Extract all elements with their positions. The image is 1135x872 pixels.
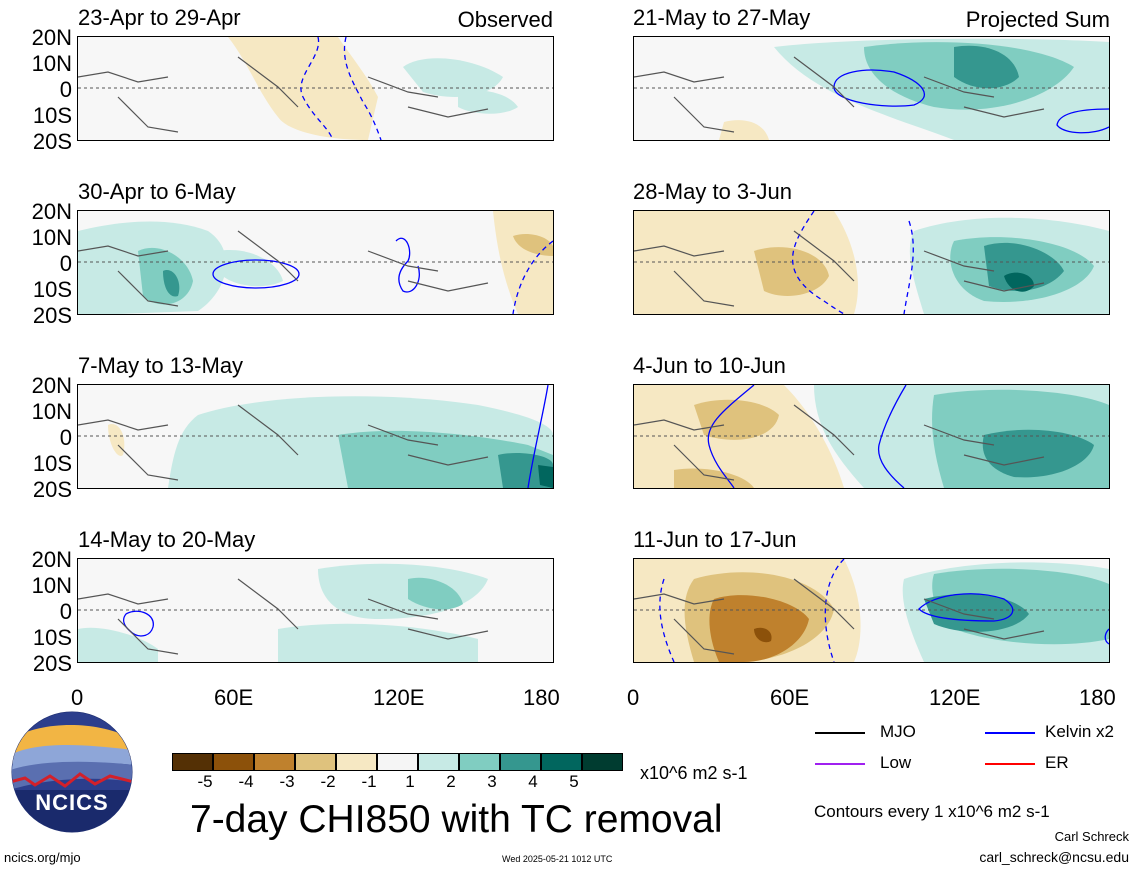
- panel-title-4: 14-May to 20-May: [78, 527, 256, 552]
- lat-label: 10N: [31, 51, 72, 76]
- colorbar-swatch: [295, 753, 336, 771]
- timestamp: Wed 2025-05-21 1012 UTC: [502, 854, 613, 864]
- panel-title-1: 23-Apr to 29-Apr: [78, 5, 241, 30]
- map-panel-8: [633, 558, 1110, 663]
- colorbar-label: -3: [279, 772, 295, 791]
- map-panel-4: [77, 558, 554, 663]
- lon-label: 0: [627, 685, 640, 710]
- lat-label: 10S: [32, 277, 72, 302]
- colorbar-swatch: [500, 753, 541, 771]
- lat-label: 10S: [32, 625, 72, 650]
- wave-legend: MJO Kelvin x2 Low ER: [815, 722, 1125, 782]
- colorbar-label: 1: [405, 772, 415, 791]
- panel-title-2: 30-Apr to 6-May: [78, 179, 236, 204]
- legend-swatch-er: [985, 763, 1035, 765]
- panel-title-8: 11-Jun to 17-Jun: [633, 527, 797, 552]
- map-panel-1: [77, 36, 554, 141]
- lon-label: 120E: [373, 685, 425, 710]
- colorbar-label: -2: [320, 772, 336, 791]
- lat-label: 20N: [31, 199, 72, 224]
- panel-title-6: 28-May to 3-Jun: [633, 179, 792, 204]
- colorbar: [172, 753, 623, 771]
- map-panel-6: [633, 210, 1110, 315]
- colorbar-labels: -5 -4 -3 -2 -1 1 2 3 4 5: [186, 772, 616, 794]
- map-panel-7: [633, 384, 1110, 489]
- author-email[interactable]: carl_schreck@ncsu.edu: [979, 849, 1129, 865]
- contours-note: Contours every 1 x10^6 m2 s-1: [814, 802, 1050, 821]
- colorbar-label: -1: [361, 772, 377, 791]
- lat-label: 0: [59, 251, 72, 276]
- lat-label: 20S: [32, 477, 72, 502]
- colorbar-swatch: [418, 753, 459, 771]
- legend-label-er: ER: [1045, 753, 1069, 772]
- colorbar-swatch: [459, 753, 500, 771]
- lat-label: 0: [59, 425, 72, 450]
- lat-label: 0: [59, 599, 72, 624]
- ncics-logo: NCICS: [10, 710, 134, 834]
- legend-label-mjo: MJO: [880, 722, 916, 741]
- legend-swatch-low: [815, 763, 865, 765]
- colorbar-units: x10^6 m2 s-1: [640, 763, 748, 783]
- lat-label: 20S: [32, 303, 72, 328]
- colorbar-label: 2: [446, 772, 456, 791]
- lon-label: 180: [523, 685, 560, 710]
- colorbar-swatch: [172, 753, 213, 771]
- colorbar-swatch: [377, 753, 418, 771]
- lon-label: 60E: [214, 685, 254, 710]
- lat-label: 10S: [32, 103, 72, 128]
- map-panel-3: [77, 384, 554, 489]
- colorbar-swatch: [336, 753, 377, 771]
- lat-label: 20N: [31, 25, 72, 50]
- colorbar-swatch: [254, 753, 295, 771]
- panel-tag-projected: Projected Sum: [965, 7, 1110, 32]
- map-panel-5: [633, 36, 1110, 141]
- lat-label: 20N: [31, 373, 72, 398]
- lat-label: 10S: [32, 451, 72, 476]
- lon-label: 120E: [929, 685, 981, 710]
- lat-label: 20S: [32, 651, 72, 676]
- legend-swatch-mjo: [815, 732, 865, 734]
- author: Carl Schreck: [1054, 829, 1129, 844]
- colorbar-label: 3: [487, 772, 497, 791]
- lat-label: 20N: [31, 547, 72, 572]
- lon-label: 60E: [770, 685, 810, 710]
- panel-tag-observed: Observed: [457, 7, 553, 32]
- lat-label: 10N: [31, 225, 72, 250]
- main-title: 7-day CHI850 with TC removal: [190, 798, 723, 841]
- lon-label: 0: [71, 685, 84, 710]
- colorbar-label: 4: [528, 772, 538, 791]
- map-panel-2: [77, 210, 554, 315]
- panel-title-3: 7-May to 13-May: [78, 353, 244, 378]
- colorbar-swatch: [213, 753, 254, 771]
- legend-swatch-kelvin: [985, 732, 1035, 734]
- site-link[interactable]: ncics.org/mjo: [4, 850, 81, 865]
- lon-label: 180: [1079, 685, 1116, 710]
- colorbar-boxes: [172, 753, 623, 771]
- lat-label: 10N: [31, 399, 72, 424]
- lat-label: 20S: [32, 129, 72, 154]
- colorbar-swatch: [582, 753, 623, 771]
- lat-label: 0: [59, 77, 72, 102]
- panel-title-7: 4-Jun to 10-Jun: [633, 353, 786, 378]
- lat-label: 10N: [31, 573, 72, 598]
- colorbar-label: -4: [238, 772, 254, 791]
- colorbar-label: 5: [569, 772, 579, 791]
- logo-text: NCICS: [35, 790, 109, 815]
- panel-title-5: 21-May to 27-May: [633, 5, 811, 30]
- legend-label-kelvin: Kelvin x2: [1045, 722, 1114, 741]
- colorbar-swatch: [541, 753, 582, 771]
- legend-label-low: Low: [880, 753, 912, 772]
- colorbar-label: -5: [197, 772, 213, 791]
